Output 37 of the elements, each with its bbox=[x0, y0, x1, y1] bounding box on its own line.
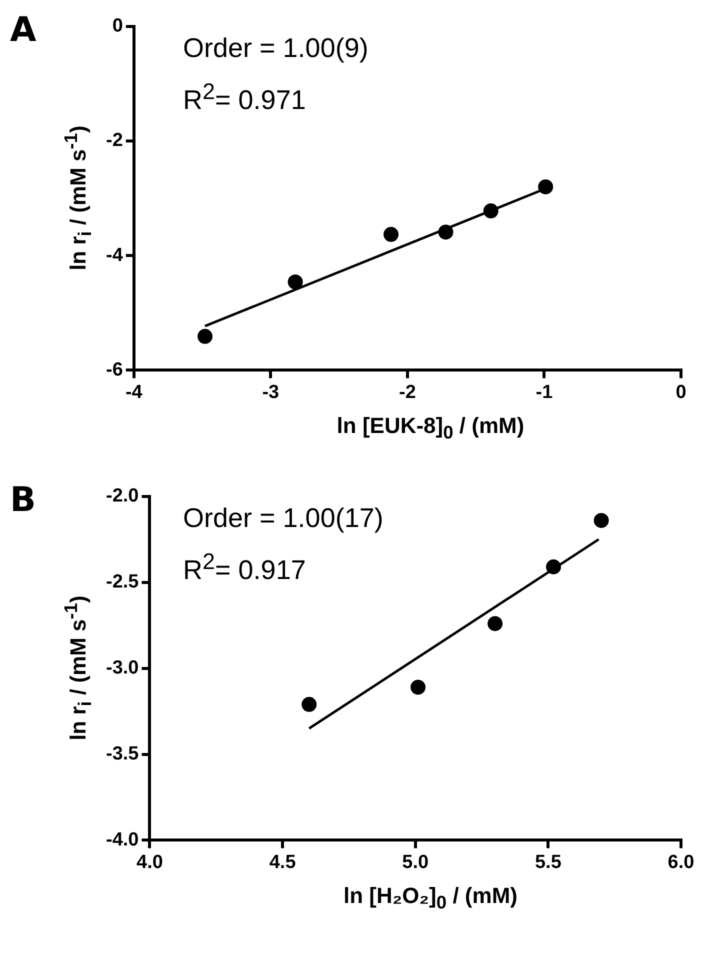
y-tick-label: -3.5 bbox=[106, 743, 140, 764]
annotation: Order = 1.00(9) bbox=[183, 32, 368, 65]
point bbox=[488, 616, 503, 632]
x-axis-title: ln [H₂O₂]$_{0}$ / (mM) bbox=[342, 883, 518, 914]
x-tick-label: -1 bbox=[536, 382, 554, 403]
y-tick-label: -2 bbox=[106, 130, 123, 152]
y-tick-label: -6 bbox=[106, 359, 123, 380]
point bbox=[538, 179, 554, 194]
x-tick-label: -3 bbox=[262, 382, 280, 403]
point bbox=[410, 680, 426, 695]
point bbox=[483, 203, 498, 218]
annotation: R$^{2}$= 0.971 bbox=[183, 78, 307, 117]
y-tick-label: -2.0 bbox=[106, 486, 139, 507]
x-axis-title: ln [EUK-8]$_{0}$ / (mM) bbox=[336, 413, 526, 444]
annotation: Order = 1.00(17) bbox=[183, 502, 384, 535]
y-tick-label: -3.0 bbox=[106, 658, 139, 679]
point bbox=[546, 559, 561, 574]
x-tick-label: 5.5 bbox=[534, 852, 562, 873]
chart-title: B bbox=[10, 480, 36, 520]
point bbox=[198, 328, 213, 344]
point bbox=[288, 274, 303, 290]
point bbox=[302, 696, 317, 712]
y-tick-label: -2.5 bbox=[106, 572, 140, 593]
point bbox=[438, 224, 454, 240]
y-tick-label: -4.0 bbox=[106, 829, 139, 850]
x-tick-label: 4.5 bbox=[269, 852, 296, 873]
x-tick-label: 4.0 bbox=[136, 852, 163, 873]
x-tick-label: 0 bbox=[676, 382, 686, 403]
chart-title: A bbox=[10, 10, 36, 50]
point bbox=[384, 226, 399, 242]
y-tick-label: 0 bbox=[112, 16, 123, 37]
x-tick-label: 6.0 bbox=[668, 852, 694, 873]
x-tick-label: 5.0 bbox=[402, 852, 429, 873]
x-tick-label: -2 bbox=[398, 382, 416, 403]
y-tick-label: -4 bbox=[106, 244, 124, 266]
annotation: R$^{2}$= 0.917 bbox=[183, 548, 307, 587]
point bbox=[594, 512, 609, 528]
